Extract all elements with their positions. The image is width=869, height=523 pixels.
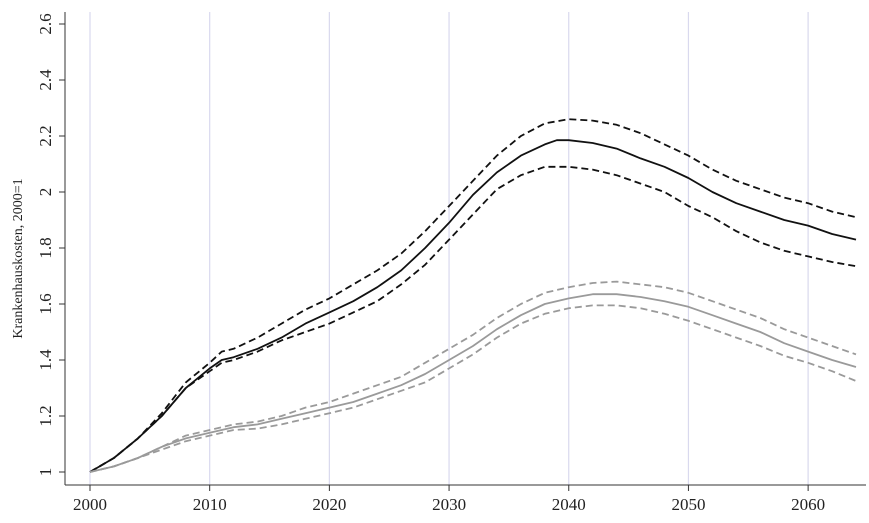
axes (64, 12, 866, 486)
y-tick-label: 1.2 (36, 405, 55, 426)
y-tick-label: 2.6 (36, 13, 55, 34)
x-tick-label: 2060 (791, 495, 825, 514)
x-tick-label: 2050 (671, 495, 705, 514)
series-line-1 (89, 118, 857, 473)
x-tick-label: 2020 (312, 495, 346, 514)
y-tick-label: 1.6 (36, 293, 55, 314)
y-tick-label: 2.2 (36, 125, 55, 146)
series-line-2 (89, 165, 857, 473)
series (89, 118, 857, 473)
y-tick-label: 1.4 (36, 349, 55, 371)
y-tick-label: 2.4 (36, 69, 55, 91)
y-tick-label: 2 (36, 188, 55, 197)
x-tick-label: 2000 (73, 495, 107, 514)
y-axis-title: Krankenhauskosten, 2000=1 (11, 178, 26, 338)
x-tick-label: 2040 (552, 495, 586, 514)
series-line-4 (89, 280, 857, 473)
grid (89, 12, 809, 485)
series-line-5 (89, 304, 857, 473)
x-tick-label: 2030 (432, 495, 466, 514)
y-tick-label: 1.8 (36, 237, 55, 258)
series-line-0 (89, 139, 857, 473)
series-line-3 (89, 293, 857, 473)
x-tick-label: 2010 (193, 495, 227, 514)
y-tick-label: 1 (36, 468, 55, 477)
ticks: 2000 2010 2020 2030 2040 2050 2060 1 1.2 1.4 1.6 1.… (36, 13, 825, 514)
